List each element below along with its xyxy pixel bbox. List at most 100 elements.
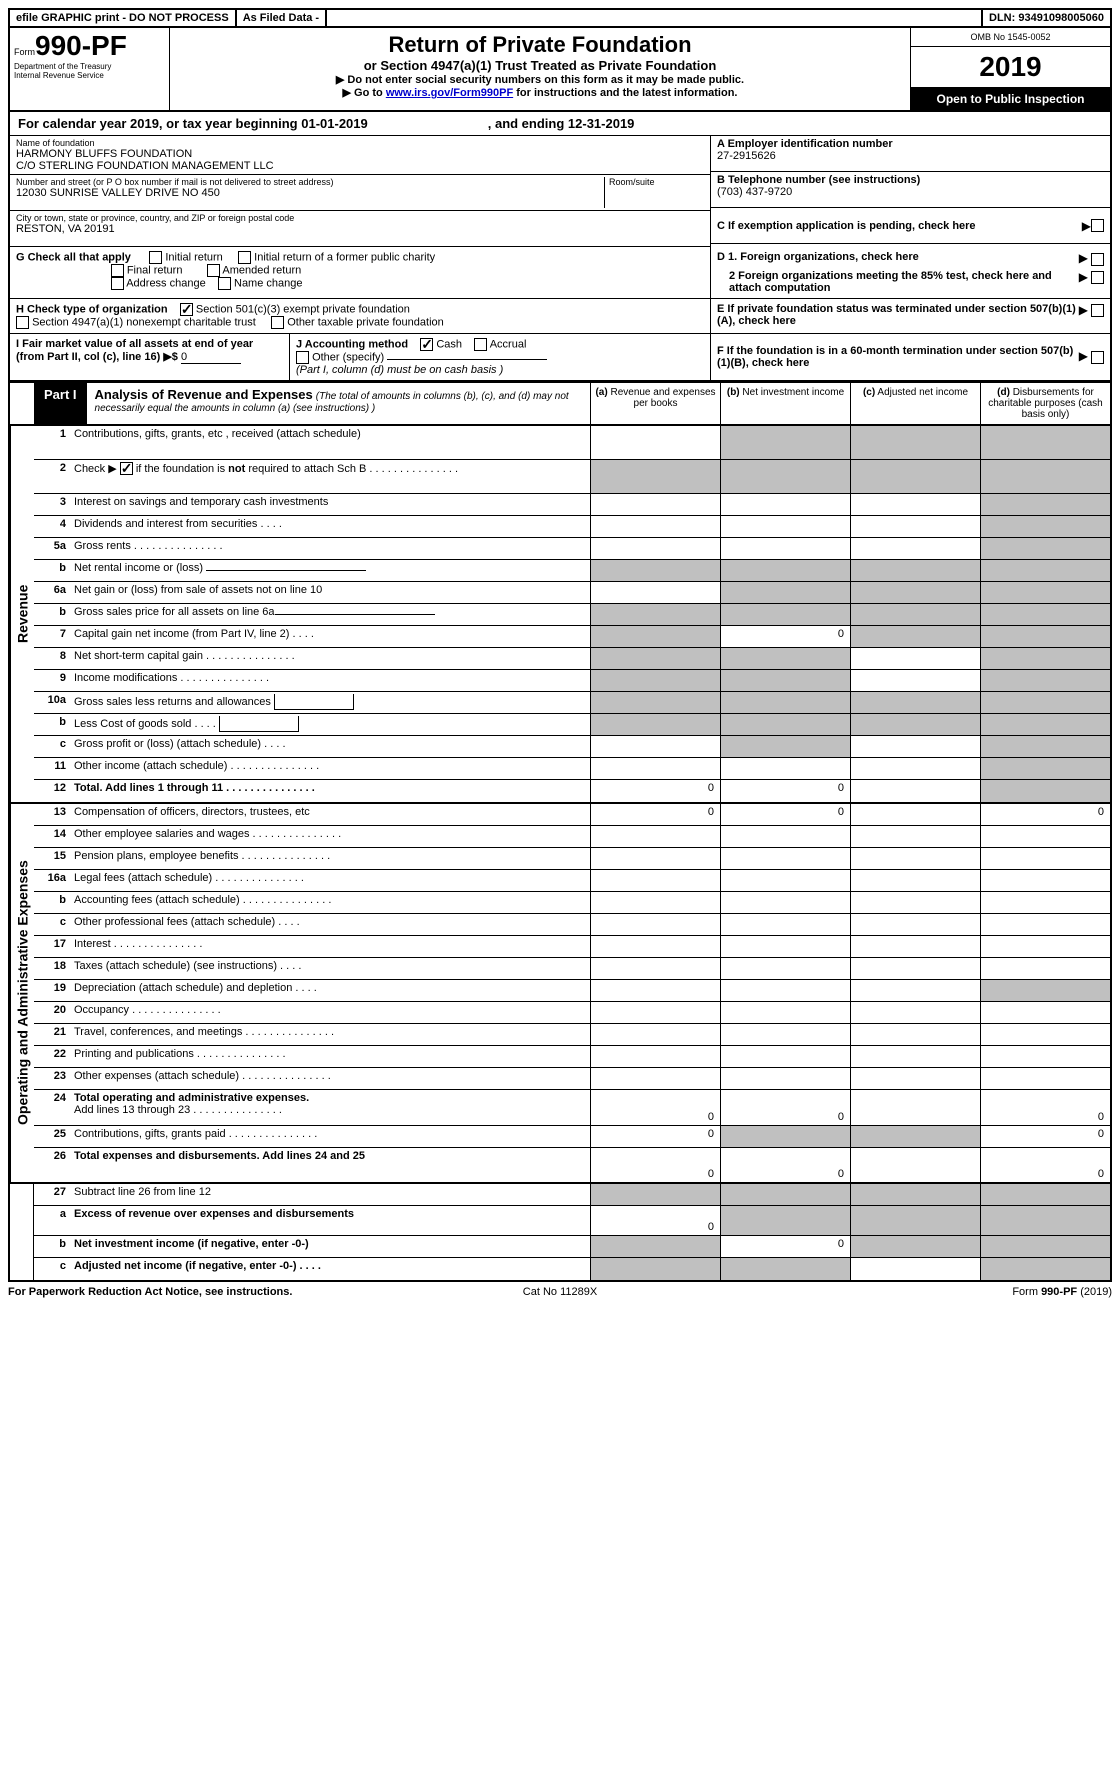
g-address-checkbox[interactable] <box>111 277 124 290</box>
g-amended-checkbox[interactable] <box>207 264 220 277</box>
line-25-a[interactable]: 0 <box>590 1126 720 1147</box>
line-20-b[interactable] <box>720 1002 850 1023</box>
line-24-b[interactable]: 0 <box>720 1090 850 1125</box>
line-19-a[interactable] <box>590 980 720 1001</box>
g-name-checkbox[interactable] <box>218 277 231 290</box>
line-5a-b[interactable] <box>720 538 850 559</box>
line-22-b[interactable] <box>720 1046 850 1067</box>
line-3-a[interactable] <box>590 494 720 515</box>
f-checkbox[interactable] <box>1091 351 1104 364</box>
line-7-b[interactable]: 0 <box>720 626 850 647</box>
line-13-a[interactable]: 0 <box>590 804 720 825</box>
line-21-c[interactable] <box>850 1024 980 1045</box>
line-16a-c[interactable] <box>850 870 980 891</box>
line-16b-c[interactable] <box>850 892 980 913</box>
line-16b-b[interactable] <box>720 892 850 913</box>
line-18-c[interactable] <box>850 958 980 979</box>
line-27b-b[interactable]: 0 <box>720 1236 850 1257</box>
line-6a-a[interactable] <box>590 582 720 603</box>
line-8-c[interactable] <box>850 648 980 669</box>
line-16a-d[interactable] <box>980 870 1110 891</box>
line-26-a[interactable]: 0 <box>590 1148 720 1182</box>
h-501c3-checkbox[interactable] <box>180 303 193 316</box>
line-17-c[interactable] <box>850 936 980 957</box>
line-14-d[interactable] <box>980 826 1110 847</box>
g-initial-former-checkbox[interactable] <box>238 251 251 264</box>
line-16c-c[interactable] <box>850 914 980 935</box>
line-13-b[interactable]: 0 <box>720 804 850 825</box>
line-21-a[interactable] <box>590 1024 720 1045</box>
line-1-a[interactable] <box>590 426 720 459</box>
d1-checkbox[interactable] <box>1091 253 1104 266</box>
line-5a-a[interactable] <box>590 538 720 559</box>
exemption-checkbox[interactable] <box>1091 219 1104 232</box>
line-20-d[interactable] <box>980 1002 1110 1023</box>
j-accrual-checkbox[interactable] <box>474 338 487 351</box>
line-16c-d[interactable] <box>980 914 1110 935</box>
line-3-c[interactable] <box>850 494 980 515</box>
line-18-b[interactable] <box>720 958 850 979</box>
j-other-input[interactable] <box>387 359 547 360</box>
line-16b-d[interactable] <box>980 892 1110 913</box>
line-23-b[interactable] <box>720 1068 850 1089</box>
line-14-a[interactable] <box>590 826 720 847</box>
line-16c-a[interactable] <box>590 914 720 935</box>
line-15-c[interactable] <box>850 848 980 869</box>
line-11-c[interactable] <box>850 758 980 779</box>
line-24-a[interactable]: 0 <box>590 1090 720 1125</box>
line-5b-input[interactable] <box>206 570 366 571</box>
e-checkbox[interactable] <box>1091 304 1104 317</box>
line-11-a[interactable] <box>590 758 720 779</box>
line-14-c[interactable] <box>850 826 980 847</box>
line-16a-b[interactable] <box>720 870 850 891</box>
line-15-b[interactable] <box>720 848 850 869</box>
line-24-d[interactable]: 0 <box>980 1090 1110 1125</box>
line-18-a[interactable] <box>590 958 720 979</box>
line-22-a[interactable] <box>590 1046 720 1067</box>
line-23-d[interactable] <box>980 1068 1110 1089</box>
line-26-d[interactable]: 0 <box>980 1148 1110 1182</box>
line-13-d[interactable]: 0 <box>980 804 1110 825</box>
line-24-c[interactable] <box>850 1090 980 1125</box>
line-14-b[interactable] <box>720 826 850 847</box>
line-20-a[interactable] <box>590 1002 720 1023</box>
line-21-b[interactable] <box>720 1024 850 1045</box>
line-5a-c[interactable] <box>850 538 980 559</box>
line-23-c[interactable] <box>850 1068 980 1089</box>
line-16b-a[interactable] <box>590 892 720 913</box>
line-12-a[interactable]: 0 <box>590 780 720 802</box>
line-19-c[interactable] <box>850 980 980 1001</box>
g-initial-checkbox[interactable] <box>149 251 162 264</box>
line-23-a[interactable] <box>590 1068 720 1089</box>
h-4947-checkbox[interactable] <box>16 316 29 329</box>
g-final-checkbox[interactable] <box>111 264 124 277</box>
line-6b-input[interactable] <box>275 614 435 615</box>
line-19-b[interactable] <box>720 980 850 1001</box>
line-10c-a[interactable] <box>590 736 720 757</box>
irs-link[interactable]: www.irs.gov/Form990PF <box>386 87 513 99</box>
h-other-checkbox[interactable] <box>271 316 284 329</box>
line-27c-c[interactable] <box>850 1258 980 1280</box>
line-10a-input[interactable] <box>274 694 354 710</box>
line-13-c[interactable] <box>850 804 980 825</box>
line-3-b[interactable] <box>720 494 850 515</box>
line-2-checkbox[interactable] <box>120 462 133 475</box>
line-11-b[interactable] <box>720 758 850 779</box>
line-17-d[interactable] <box>980 936 1110 957</box>
line-12-c[interactable] <box>850 780 980 802</box>
line-10b-input[interactable] <box>219 716 299 732</box>
line-10c-c[interactable] <box>850 736 980 757</box>
d2-checkbox[interactable] <box>1091 271 1104 284</box>
line-27a-a[interactable]: 0 <box>590 1206 720 1235</box>
line-9-c[interactable] <box>850 670 980 691</box>
line-17-a[interactable] <box>590 936 720 957</box>
line-20-c[interactable] <box>850 1002 980 1023</box>
line-12-b[interactable]: 0 <box>720 780 850 802</box>
line-4-c[interactable] <box>850 516 980 537</box>
line-22-c[interactable] <box>850 1046 980 1067</box>
line-15-d[interactable] <box>980 848 1110 869</box>
line-18-d[interactable] <box>980 958 1110 979</box>
line-16c-b[interactable] <box>720 914 850 935</box>
line-15-a[interactable] <box>590 848 720 869</box>
line-4-b[interactable] <box>720 516 850 537</box>
